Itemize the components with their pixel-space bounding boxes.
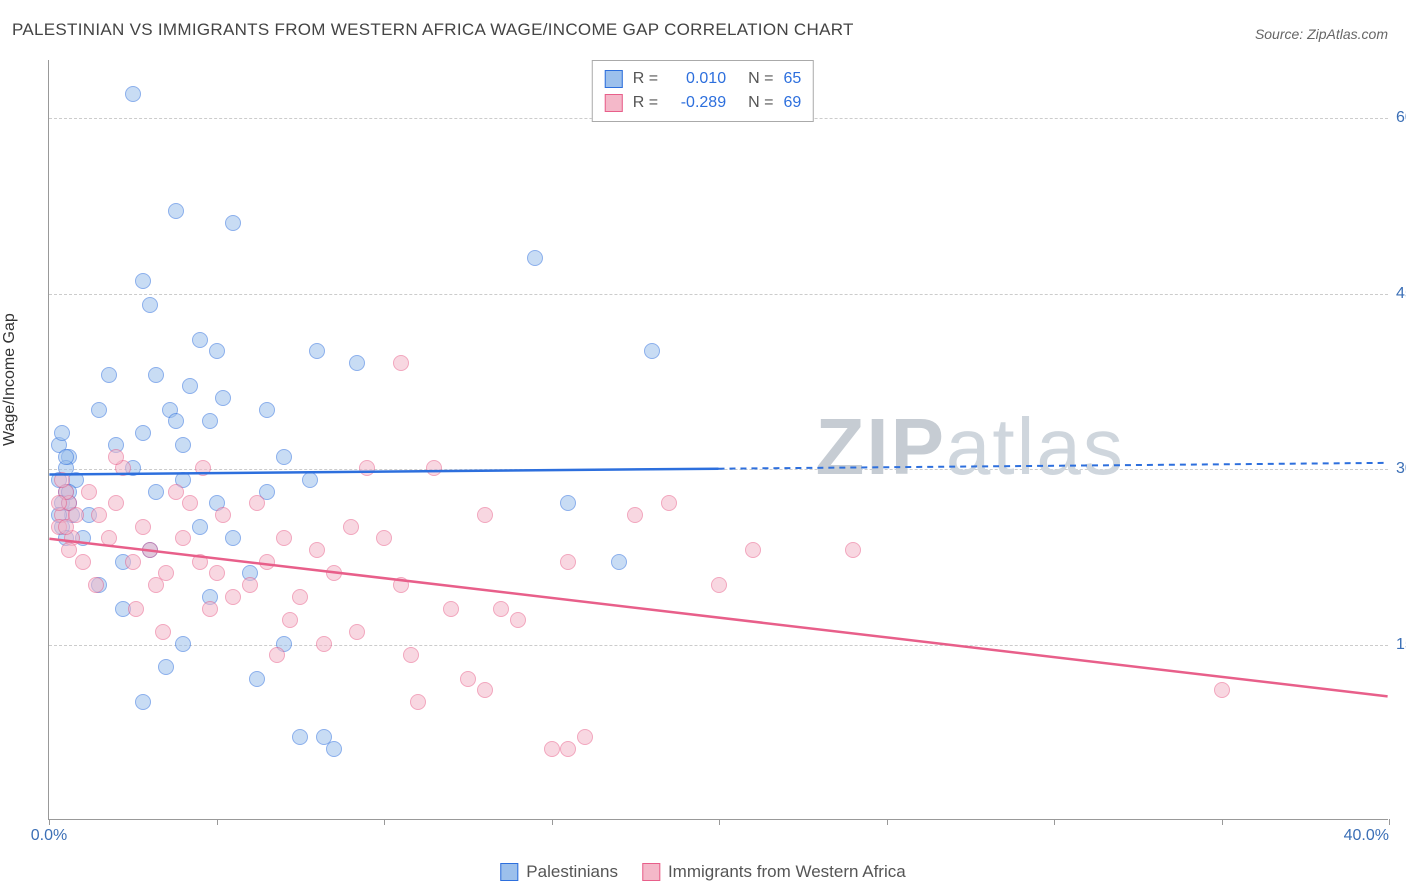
y-tick-label: 45.0% bbox=[1390, 285, 1406, 303]
x-tick-label: 0.0% bbox=[31, 827, 67, 845]
trend-line-solid bbox=[49, 539, 1387, 697]
legend-swatch bbox=[605, 94, 623, 112]
x-tick-mark bbox=[49, 819, 50, 825]
legend-n-value: 65 bbox=[783, 67, 801, 91]
legend-correlation-row: R = 0.010 N = 65 bbox=[605, 67, 801, 91]
trend-line-solid bbox=[49, 469, 718, 475]
legend-series-item: Immigrants from Western Africa bbox=[642, 862, 906, 882]
trend-lines-svg bbox=[49, 60, 1388, 819]
source-label: Source: ZipAtlas.com bbox=[1255, 26, 1388, 42]
legend-r-value: -0.289 bbox=[668, 91, 726, 115]
plot-area: 15.0%30.0%45.0%60.0%0.0%40.0% bbox=[48, 60, 1388, 820]
trend-line-dashed bbox=[719, 463, 1388, 469]
chart-title: PALESTINIAN VS IMMIGRANTS FROM WESTERN A… bbox=[12, 20, 854, 40]
x-tick-mark bbox=[217, 819, 218, 825]
x-tick-label: 40.0% bbox=[1344, 827, 1389, 845]
legend-r-value: 0.010 bbox=[668, 67, 726, 91]
legend-n-label: N = bbox=[748, 67, 773, 91]
legend-series-item: Palestinians bbox=[500, 862, 618, 882]
legend-correlation-row: R = -0.289 N = 69 bbox=[605, 91, 801, 115]
x-tick-mark bbox=[552, 819, 553, 825]
y-tick-label: 15.0% bbox=[1390, 636, 1406, 654]
y-axis-label: Wage/Income Gap bbox=[1, 313, 19, 446]
legend-swatch bbox=[605, 70, 623, 88]
legend-series-label: Palestinians bbox=[526, 862, 618, 882]
x-tick-mark bbox=[1054, 819, 1055, 825]
x-tick-mark bbox=[719, 819, 720, 825]
y-tick-label: 60.0% bbox=[1390, 109, 1406, 127]
legend-n-value: 69 bbox=[783, 91, 801, 115]
legend-swatch bbox=[500, 863, 518, 881]
chart-container: PALESTINIAN VS IMMIGRANTS FROM WESTERN A… bbox=[0, 0, 1406, 892]
legend-series-label: Immigrants from Western Africa bbox=[668, 862, 906, 882]
legend-series: Palestinians Immigrants from Western Afri… bbox=[500, 862, 905, 882]
legend-swatch bbox=[642, 863, 660, 881]
legend-r-label: R = bbox=[633, 91, 658, 115]
x-tick-mark bbox=[384, 819, 385, 825]
legend-n-label: N = bbox=[748, 91, 773, 115]
x-tick-mark bbox=[1389, 819, 1390, 825]
legend-r-label: R = bbox=[633, 67, 658, 91]
x-tick-mark bbox=[887, 819, 888, 825]
y-tick-label: 30.0% bbox=[1390, 460, 1406, 478]
x-tick-mark bbox=[1222, 819, 1223, 825]
legend-correlation: R = 0.010 N = 65 R = -0.289 N = 69 bbox=[592, 60, 814, 122]
